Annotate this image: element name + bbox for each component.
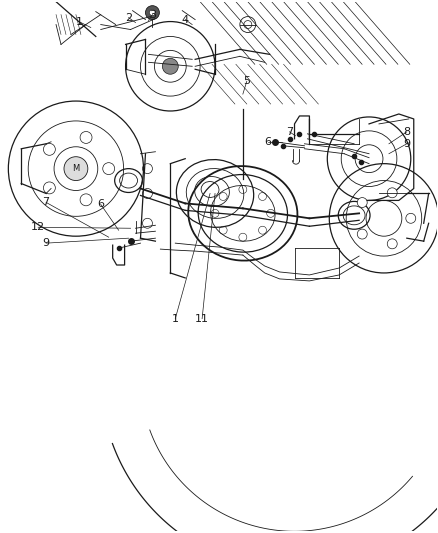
Circle shape — [357, 198, 367, 207]
Circle shape — [387, 239, 397, 249]
Circle shape — [357, 229, 367, 239]
Text: 2: 2 — [125, 13, 132, 22]
Text: 7: 7 — [42, 197, 49, 207]
Text: M: M — [72, 164, 80, 173]
Text: 1: 1 — [172, 313, 179, 324]
Text: 6: 6 — [264, 137, 271, 147]
Circle shape — [80, 132, 92, 143]
Text: 8: 8 — [403, 127, 410, 137]
Circle shape — [145, 6, 159, 20]
Circle shape — [80, 194, 92, 206]
Text: 9: 9 — [42, 238, 49, 248]
Circle shape — [149, 10, 155, 15]
Text: 4: 4 — [182, 14, 189, 25]
Text: 9: 9 — [403, 139, 410, 149]
Circle shape — [103, 163, 115, 175]
Circle shape — [387, 188, 397, 198]
Text: 6: 6 — [97, 199, 104, 209]
Text: 11: 11 — [195, 313, 209, 324]
Circle shape — [43, 143, 55, 155]
Text: 7: 7 — [286, 127, 293, 137]
Circle shape — [64, 157, 88, 181]
Circle shape — [406, 213, 416, 223]
Circle shape — [43, 182, 55, 194]
Text: 12: 12 — [31, 222, 45, 232]
Text: 5: 5 — [244, 76, 251, 86]
Circle shape — [162, 58, 178, 74]
Text: 1: 1 — [75, 17, 82, 27]
Text: 3: 3 — [149, 10, 156, 20]
